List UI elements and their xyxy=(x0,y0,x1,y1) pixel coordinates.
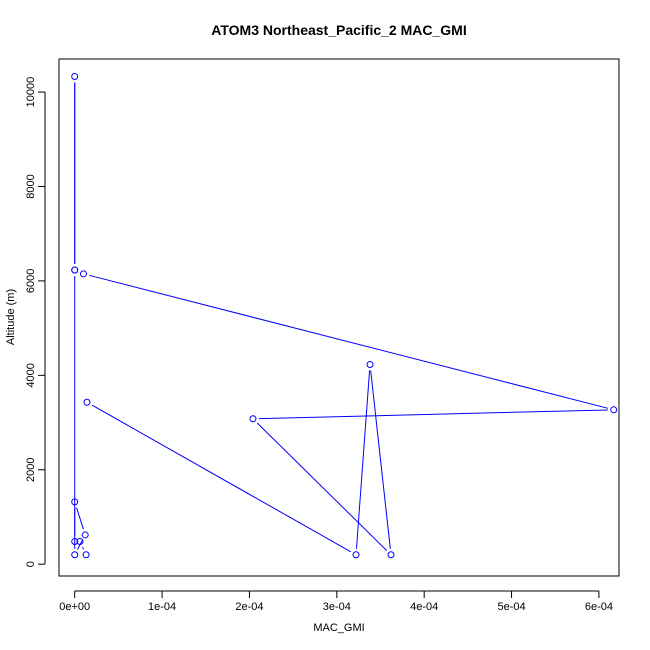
x-tick-label: 3e-04 xyxy=(323,601,351,613)
x-tick-label: 2e-04 xyxy=(235,601,263,613)
x-tick-label: 4e-04 xyxy=(410,601,438,613)
x-axis-label: MAC_GMI xyxy=(313,622,364,634)
data-point xyxy=(71,72,79,80)
series-line-segment xyxy=(76,507,84,530)
y-tick-label: 6000 xyxy=(25,269,37,293)
data-point xyxy=(249,415,257,423)
data-point xyxy=(71,266,79,274)
series-line-segment xyxy=(370,370,391,549)
y-axis-label: Altitude (m) xyxy=(5,289,17,345)
chart-title: ATOM3 Northeast_Pacific_2 MAC_GMI xyxy=(211,22,466,38)
series-layer xyxy=(71,72,618,559)
y-tick-label: 10000 xyxy=(25,77,37,108)
data-point xyxy=(79,270,87,278)
series-line-segment xyxy=(89,274,609,409)
x-tick-label: 1e-04 xyxy=(148,601,176,613)
data-point xyxy=(352,551,360,559)
data-point xyxy=(71,551,79,559)
data-point xyxy=(83,398,91,406)
y-axis: 0 2000 4000 6000 8000 10000 xyxy=(25,77,46,567)
data-point xyxy=(366,360,374,368)
data-point xyxy=(81,531,89,539)
series-line-segment xyxy=(82,546,85,550)
data-point xyxy=(71,538,79,546)
y-tick-label: 0 xyxy=(25,561,37,567)
x-tick-label: 6e-04 xyxy=(585,601,613,613)
series-line-segment xyxy=(91,404,352,553)
x-tick-label: 0e+00 xyxy=(59,601,90,613)
series-line-segment xyxy=(355,370,371,549)
data-point xyxy=(82,551,90,559)
y-tick-label: 4000 xyxy=(25,363,37,387)
series-line-segment xyxy=(258,409,608,420)
data-point xyxy=(387,551,395,559)
x-axis: 0e+00 1e-04 2e-04 3e-04 4e-04 5e-04 6e-04 xyxy=(59,590,613,613)
data-point xyxy=(71,498,79,506)
x-tick-label: 5e-04 xyxy=(497,601,525,613)
plot-frame xyxy=(58,58,620,577)
data-point xyxy=(610,406,618,414)
y-tick-label: 8000 xyxy=(25,174,37,198)
series-line-segment xyxy=(256,422,388,551)
data-point xyxy=(76,538,84,546)
y-tick-label: 2000 xyxy=(25,458,37,482)
